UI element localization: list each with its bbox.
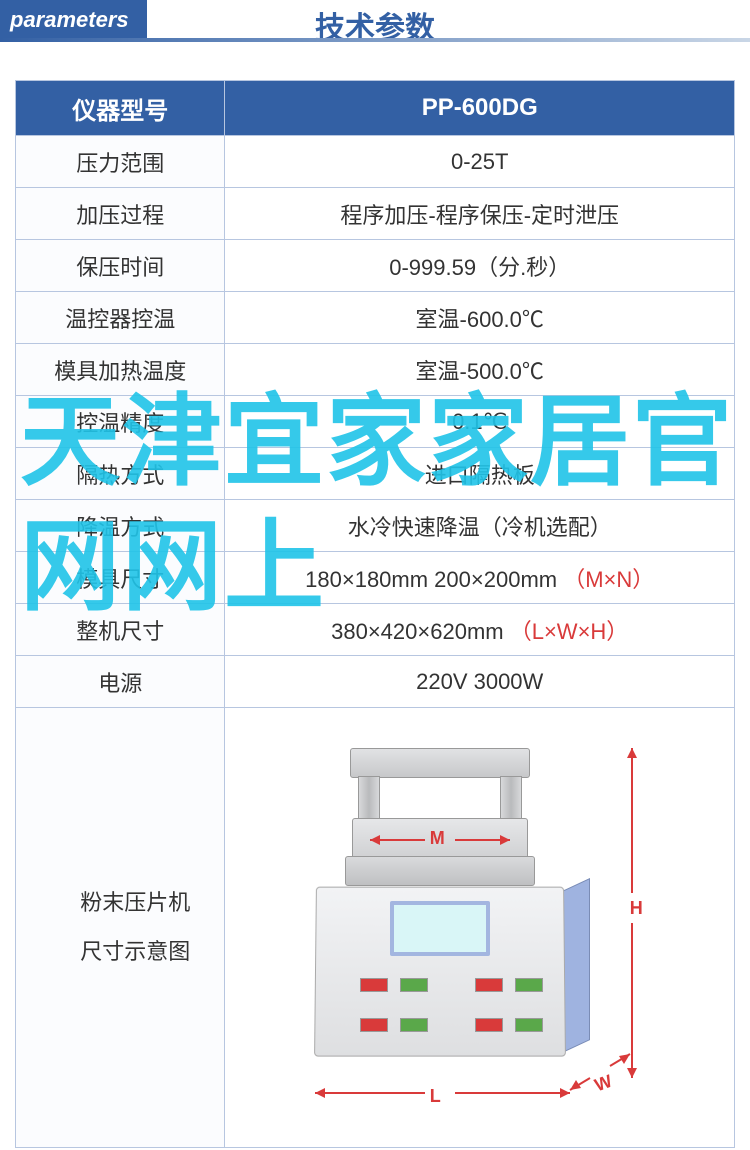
header-divider (0, 38, 750, 42)
row-label: 压力范围 (16, 136, 225, 188)
row-label: 加压过程 (16, 188, 225, 240)
header-value: PP-600DG (225, 81, 735, 136)
machine-button (400, 1018, 428, 1032)
row-value: 室温-600.0℃ (225, 292, 735, 344)
machine-diagram: M H L (290, 738, 670, 1138)
machine-top-frame (350, 748, 530, 778)
dim-m-arrow (370, 833, 510, 847)
row-label: 模具尺寸 (16, 552, 225, 604)
row-value: 进口隔热板 (225, 448, 735, 500)
table-row: 控温精度 0.1℃ (16, 396, 735, 448)
machine-base-plate (345, 856, 535, 886)
row-label: 降温方式 (16, 500, 225, 552)
page-header: parameters 技术参数 (0, 0, 750, 50)
table-row: 压力范围 0-25T (16, 136, 735, 188)
diagram-label-cell: 粉末压片机 尺寸示意图 (16, 708, 225, 1148)
table-row: 温控器控温 室温-600.0℃ (16, 292, 735, 344)
row-value-suffix: （L×W×H） (510, 619, 629, 644)
machine-button (515, 978, 543, 992)
table-row: 模具加热温度 室温-500.0℃ (16, 344, 735, 396)
diagram-label-2: 尺寸示意图 (46, 928, 224, 976)
machine-button (515, 1018, 543, 1032)
row-value: 220V 3000W (225, 656, 735, 708)
table-row: 模具尺寸 180×180mm 200×200mm （M×N） (16, 552, 735, 604)
machine-button (360, 1018, 388, 1032)
row-value: 180×180mm 200×200mm （M×N） (225, 552, 735, 604)
table-row: 电源 220V 3000W (16, 656, 735, 708)
row-label: 保压时间 (16, 240, 225, 292)
row-value-text: 180×180mm 200×200mm (305, 567, 557, 592)
machine-button (475, 1018, 503, 1032)
row-label: 电源 (16, 656, 225, 708)
dim-l-arrow (315, 1078, 570, 1108)
row-value: 室温-500.0℃ (225, 344, 735, 396)
row-label: 模具加热温度 (16, 344, 225, 396)
machine-button (400, 978, 428, 992)
row-value: 380×420×620mm （L×W×H） (225, 604, 735, 656)
row-label: 整机尺寸 (16, 604, 225, 656)
table-header-row: 仪器型号 PP-600DG (16, 81, 735, 136)
header-tab: parameters (0, 0, 147, 40)
table-row: 整机尺寸 380×420×620mm （L×W×H） (16, 604, 735, 656)
machine-screen (390, 901, 490, 956)
table-row: 隔热方式 进口隔热板 (16, 448, 735, 500)
row-value: 0-25T (225, 136, 735, 188)
dim-h-arrow (625, 748, 639, 1078)
row-label: 控温精度 (16, 396, 225, 448)
row-label: 温控器控温 (16, 292, 225, 344)
row-value: 0.1℃ (225, 396, 735, 448)
row-label: 隔热方式 (16, 448, 225, 500)
diagram-label-1: 粉末压片机 (46, 879, 224, 927)
row-value: 水冷快速降温（冷机选配） (225, 500, 735, 552)
table-row: 降温方式 水冷快速降温（冷机选配） (16, 500, 735, 552)
table-row: 保压时间 0-999.59（分.秒） (16, 240, 735, 292)
row-value-suffix: （M×N） (563, 567, 654, 592)
spec-table: 仪器型号 PP-600DG 压力范围 0-25T 加压过程 程序加压-程序保压-… (15, 80, 735, 1148)
row-value: 0-999.59（分.秒） (225, 240, 735, 292)
machine-button (360, 978, 388, 992)
machine-button (475, 978, 503, 992)
diagram-cell: M H L (225, 708, 735, 1148)
dim-w-arrow (565, 1048, 635, 1098)
header-label: 仪器型号 (16, 81, 225, 136)
row-value: 程序加压-程序保压-定时泄压 (225, 188, 735, 240)
table-row: 加压过程 程序加压-程序保压-定时泄压 (16, 188, 735, 240)
row-value-text: 380×420×620mm (331, 619, 503, 644)
diagram-row: 粉末压片机 尺寸示意图 M (16, 708, 735, 1148)
